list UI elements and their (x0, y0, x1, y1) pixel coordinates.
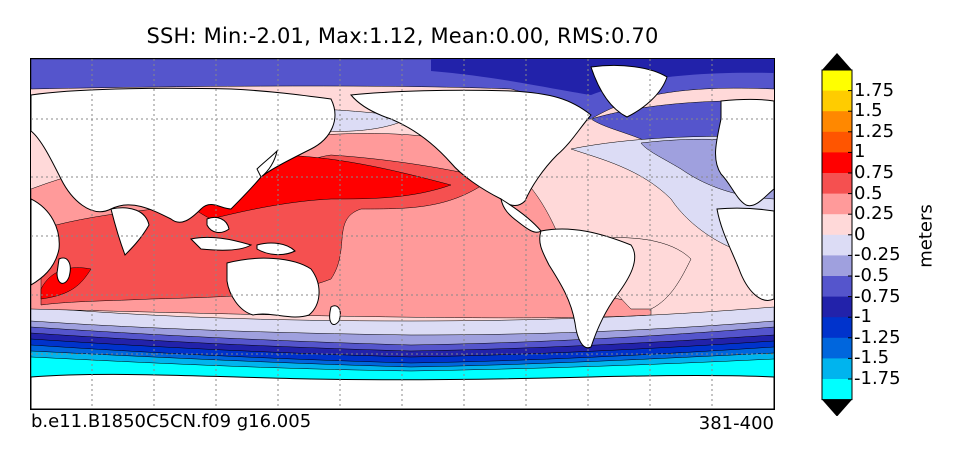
land-borneo (206, 216, 230, 233)
colorbar-segment (822, 70, 852, 92)
land-australia (226, 257, 320, 318)
colorbar-segment (822, 337, 852, 359)
colorbar-tick-label: 1.25 (854, 120, 895, 142)
colorbar-tick-label: -1 (854, 306, 872, 328)
land-new-guinea (256, 242, 296, 256)
indian-band-075 (40, 267, 92, 300)
colorbar-tick-label: 1.5 (854, 100, 883, 122)
land-greenland (590, 64, 668, 118)
colorbar-segment (822, 358, 852, 380)
colorbar-under-triangle (822, 399, 852, 416)
colorbar-segment (822, 131, 852, 153)
land-indonesia (189, 236, 253, 251)
land-new-zealand (329, 305, 341, 325)
land-africa (716, 207, 774, 301)
colorbar-over-triangle (822, 53, 852, 70)
colorbar-tick-label: 1.75 (854, 79, 895, 101)
land-japan (256, 149, 278, 178)
colorbar-segment (822, 193, 852, 215)
colorbar-segment (822, 90, 852, 112)
colorbar (821, 53, 853, 416)
colorbar-tick-label: 0.25 (854, 203, 895, 225)
colorbar-tick-label: -0.5 (854, 265, 890, 286)
graticule (31, 59, 774, 409)
ssh-map (30, 58, 775, 410)
land-eurasia (31, 87, 336, 223)
colorbar-segment (822, 173, 852, 195)
land-south-america (539, 228, 636, 349)
colorbar-tick-label: -0.75 (854, 285, 901, 307)
colorbar-tick-label: -0.25 (854, 244, 901, 266)
colorbar-tick-label: 0.5 (854, 182, 883, 204)
colorbar-tick-label: -1.25 (854, 326, 901, 348)
colorbar-segment (822, 152, 852, 174)
colorbar-segment (822, 276, 852, 298)
colorbar-tick-label: 0.75 (854, 162, 895, 183)
land-madagascar (56, 257, 71, 284)
colorbar-segment (822, 255, 852, 277)
land-africa-east (31, 198, 60, 286)
colorbar-segment (822, 214, 852, 236)
map-title: SSH: Min:-2.01, Max:1.12, Mean:0.00, RMS… (146, 24, 659, 48)
colorbar-tick-label: -1.75 (854, 368, 901, 389)
land-india (110, 207, 150, 256)
colorbar-segment (822, 317, 852, 339)
colorbar-tick-label: -1.5 (854, 347, 890, 369)
colorbar-units-label: meters (915, 204, 937, 268)
land-central-america (500, 197, 542, 233)
colorbar-segment (822, 379, 852, 401)
colorbar-tick-label: 0 (854, 223, 866, 245)
colorbar-segment (822, 111, 852, 133)
colorbar-segment (822, 296, 852, 318)
years-label: 381-400 (698, 413, 774, 434)
land-europe (715, 99, 774, 207)
case-name-label: b.e11.B1850C5CN.f09 g16.005 (31, 411, 312, 432)
colorbar-tick-label: 1 (854, 141, 866, 163)
colorbar-segment (822, 234, 852, 256)
